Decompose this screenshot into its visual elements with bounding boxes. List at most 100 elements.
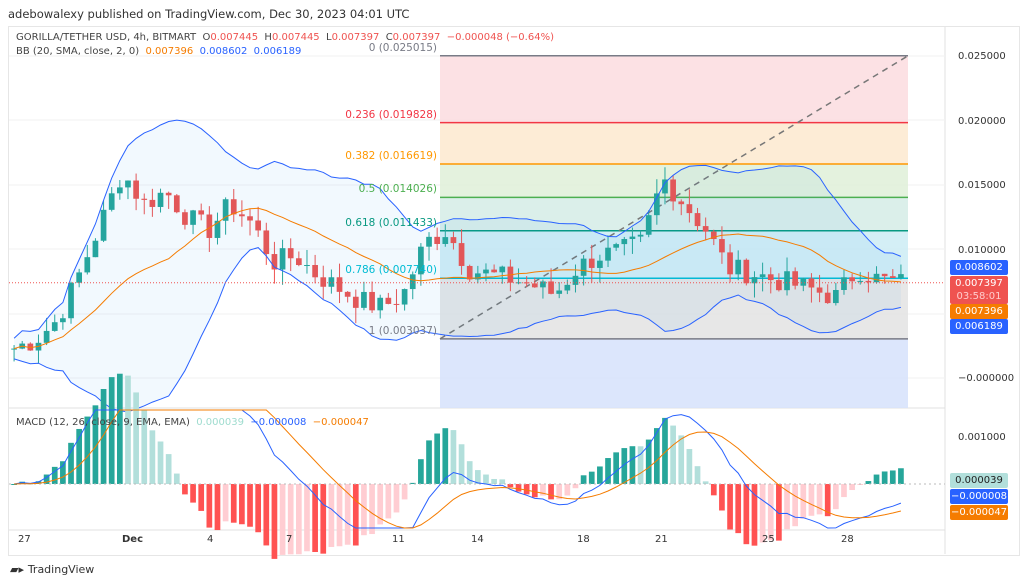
candle — [898, 274, 904, 279]
macd-histogram-bar — [68, 442, 74, 484]
macd-histogram-bar — [450, 430, 457, 484]
date-label: 18 — [577, 534, 590, 545]
fib-zone — [440, 338, 908, 408]
axis-label: 0.020000 — [958, 116, 1006, 127]
symbol-legend: GORILLA/TETHER USD, 4h, BITMART O0.00744… — [16, 32, 554, 43]
macd-histogram-bar — [458, 444, 465, 484]
candle — [881, 273, 888, 277]
macd-hist-tag: 0.000039 — [950, 473, 1008, 488]
candle — [767, 274, 774, 281]
macd-histogram-bar — [849, 484, 855, 491]
macd-histogram-bar — [556, 484, 563, 500]
macd-histogram-bar — [92, 405, 99, 484]
candle — [352, 296, 359, 308]
candle — [450, 237, 457, 244]
macd-histogram-bar — [279, 484, 286, 555]
macd-histogram-bar — [35, 481, 42, 484]
symbol-name[interactable]: GORILLA/TETHER USD, 4h, BITMART — [16, 32, 197, 43]
axis-label: 0.010000 — [958, 245, 1006, 256]
change-value: −0.000048 (−0.64%) — [446, 32, 554, 43]
macd-histogram-bar — [759, 484, 766, 543]
macd-histogram-bar — [328, 484, 335, 547]
candle — [100, 209, 107, 241]
macd-histogram-bar — [507, 484, 514, 488]
macd-histogram-bar — [247, 484, 253, 527]
candle — [165, 192, 172, 196]
publisher-line: adebowalexy published on TradingView.com… — [8, 7, 410, 21]
candle — [60, 318, 66, 323]
candle — [312, 265, 318, 278]
macd-histogram-bar — [637, 446, 644, 484]
bb-basis-line — [13, 207, 901, 350]
candle — [629, 236, 636, 240]
macd-histogram-bar — [442, 428, 449, 484]
macd-histogram-bar — [426, 440, 432, 484]
macd-histogram-bar — [629, 446, 636, 484]
macd-histogram-bar — [523, 484, 530, 495]
macd-histogram-bar — [401, 484, 408, 500]
macd-histogram-bar — [808, 484, 815, 516]
candle — [832, 289, 839, 304]
candle — [776, 280, 782, 291]
candle — [564, 284, 571, 291]
fib-trend-line — [439, 55, 909, 340]
macd-histogram-bar — [222, 484, 229, 522]
candle — [743, 259, 750, 284]
macd-histogram-bar — [873, 474, 880, 484]
macd-histogram-bar — [645, 439, 652, 484]
candle — [320, 277, 327, 287]
macd-histogram-bar — [336, 484, 343, 547]
bb-upper-line — [13, 119, 902, 339]
macd-histogram-bar — [515, 484, 522, 492]
macd-histogram-bar — [694, 466, 701, 484]
candle — [865, 280, 872, 283]
candle — [499, 266, 506, 273]
candle — [556, 290, 563, 294]
fib-level-label: 0.236 (0.019828) — [345, 108, 437, 121]
bb-legend[interactable]: BB (20, SMA, close, 2, 0) 0.007396 0.008… — [16, 46, 301, 57]
macd-histogram-bar — [255, 484, 262, 533]
candle — [173, 195, 180, 213]
candle — [784, 271, 790, 291]
candle — [540, 281, 546, 288]
macd-histogram-bar — [548, 484, 554, 500]
candle — [572, 275, 579, 285]
macd-histogram-bar — [385, 484, 392, 519]
candle — [849, 277, 855, 282]
macd-histogram-bar — [727, 484, 733, 530]
chart-frame[interactable] — [8, 26, 1020, 556]
macd-tag: −0.000008 — [950, 489, 1008, 504]
fib-zone — [440, 122, 908, 164]
macd-histogram-bar — [287, 484, 294, 555]
macd-histogram-bar — [686, 448, 693, 484]
macd-histogram-bar — [182, 484, 188, 495]
candle — [597, 260, 603, 268]
macd-legend[interactable]: MACD (12, 26, close, 9, EMA, EMA) 0.0000… — [16, 417, 369, 428]
macd-histogram-bar — [776, 484, 782, 541]
candle — [279, 248, 286, 270]
date-label: 25 — [762, 534, 775, 545]
macd-histogram-bar — [597, 466, 603, 484]
signal-line — [14, 409, 902, 529]
macd-histogram-bar — [43, 474, 50, 484]
tradingview-logo[interactable]: ▰▸ TradingView — [10, 563, 94, 576]
close-price: 0.007397 — [955, 278, 1003, 289]
candle — [295, 258, 302, 266]
candle — [588, 258, 595, 268]
date-label: 7 — [286, 534, 293, 545]
macd-histogram-bar — [824, 484, 831, 517]
macd-histogram-bar — [84, 416, 91, 484]
macd-histogram-bar — [865, 481, 872, 484]
macd-value: −0.000008 — [250, 417, 307, 428]
candle — [247, 216, 253, 221]
macd-histogram-bar — [466, 461, 473, 484]
candle — [304, 265, 310, 267]
candle — [116, 187, 123, 194]
signal-value: −0.000047 — [312, 417, 369, 428]
candle — [409, 274, 416, 290]
macd-histogram-bar — [613, 452, 620, 484]
upper-band-tag: 0.008602 — [950, 260, 1008, 275]
macd-hist-value: 0.000039 — [196, 417, 244, 428]
bb-label: BB (20, SMA, close, 2, 0) — [16, 46, 140, 57]
